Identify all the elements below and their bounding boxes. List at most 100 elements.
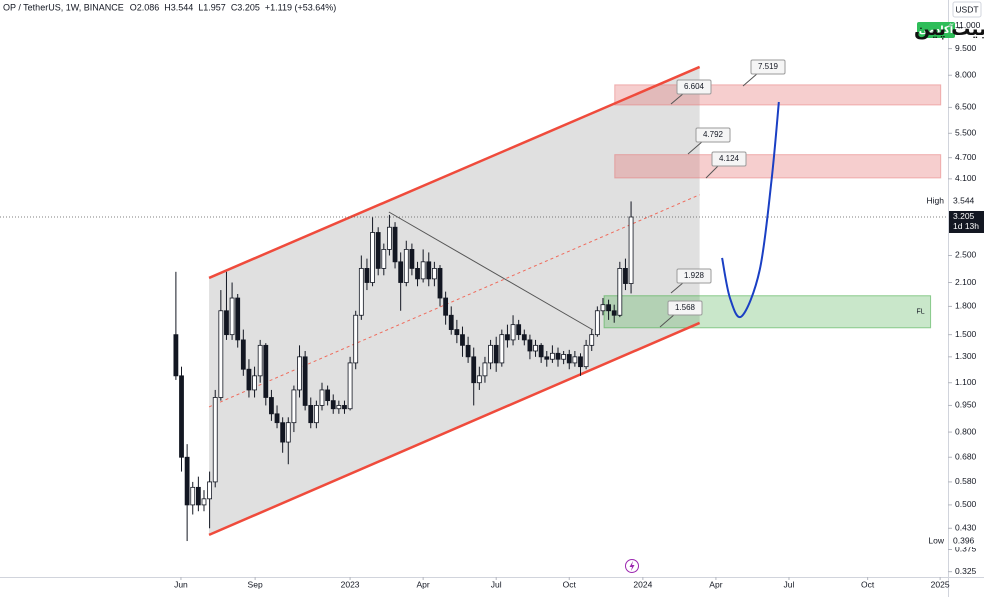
y-tick-label: 2.500 bbox=[955, 250, 977, 260]
y-tick-label: 4.700 bbox=[955, 152, 977, 162]
countdown: 1d 13h bbox=[953, 221, 979, 231]
y-tick-label: 0.680 bbox=[955, 452, 977, 462]
candle-body bbox=[611, 310, 617, 316]
trend-line bbox=[208, 321, 701, 537]
candle-body bbox=[387, 226, 392, 250]
candle-body bbox=[409, 249, 415, 269]
candle-body bbox=[426, 261, 432, 280]
x-tick-label: Jun bbox=[174, 579, 188, 589]
candle-body bbox=[358, 268, 364, 316]
y-tick-label: 11.000 bbox=[955, 20, 981, 30]
candle-body bbox=[572, 356, 578, 364]
candle-body bbox=[201, 498, 207, 506]
y-tick-label: 0.430 bbox=[955, 523, 977, 533]
candle-body bbox=[347, 362, 353, 410]
candle-body bbox=[555, 352, 561, 360]
zone bbox=[614, 154, 942, 179]
candle-body bbox=[398, 261, 404, 283]
candle-body bbox=[454, 329, 460, 336]
high-box bbox=[949, 195, 984, 208]
candle-body bbox=[302, 356, 308, 406]
candle-body bbox=[589, 334, 595, 346]
candle-body bbox=[297, 356, 302, 391]
candle-body bbox=[364, 268, 370, 283]
y-tick-label: 0.375 bbox=[955, 544, 977, 554]
x-tick-label: Sep bbox=[248, 579, 263, 589]
candle-body bbox=[561, 354, 567, 360]
callout-box bbox=[676, 79, 712, 95]
candle-body bbox=[606, 304, 611, 312]
ohlc-value: H3.544 bbox=[164, 2, 193, 12]
candle-body bbox=[291, 389, 297, 424]
candle-body bbox=[173, 334, 179, 377]
candle-body bbox=[319, 389, 325, 406]
candle-body bbox=[465, 344, 471, 358]
candle-body bbox=[403, 249, 409, 283]
plot-area: FL 7.519 6.604 4.792 4.124 1.928 1.568 bbox=[173, 59, 942, 542]
y-tick-label: 1.100 bbox=[955, 377, 977, 387]
callout-label: 6.604 bbox=[684, 82, 705, 91]
candle-body bbox=[381, 249, 387, 269]
candle-body bbox=[566, 354, 572, 364]
candle-body bbox=[308, 405, 314, 424]
trend-line bbox=[388, 211, 594, 331]
callout-label: 7.519 bbox=[758, 62, 779, 71]
candle-body bbox=[274, 413, 280, 424]
y-tick-label: 1.500 bbox=[955, 329, 977, 339]
candle-body bbox=[195, 486, 201, 506]
candle-body bbox=[285, 422, 291, 443]
callout-box bbox=[711, 151, 747, 167]
candle-body bbox=[505, 334, 510, 341]
candle-body bbox=[257, 344, 263, 377]
zone bbox=[614, 84, 942, 106]
candle-body bbox=[510, 324, 516, 341]
x-tick-label: Oct bbox=[563, 579, 577, 589]
ohlc-value: +1.119 (+53.64%) bbox=[265, 2, 336, 12]
x-tick-label: Apr bbox=[417, 579, 430, 589]
brand: آکادمی بیت پین bbox=[914, 19, 984, 40]
candle-body bbox=[280, 422, 286, 443]
candle-body bbox=[336, 405, 342, 410]
candle-body bbox=[392, 226, 398, 263]
replay-icon[interactable] bbox=[625, 559, 639, 573]
candle-body bbox=[443, 297, 449, 316]
ohlc-value: L1.957 bbox=[198, 2, 226, 12]
y-tick-label: 0.500 bbox=[955, 499, 977, 509]
candle-body bbox=[246, 368, 252, 391]
candle-body bbox=[313, 405, 319, 424]
candle-body bbox=[240, 339, 246, 370]
candle-body bbox=[229, 297, 235, 336]
candle-body bbox=[190, 486, 196, 506]
currency: USDT bbox=[952, 1, 982, 18]
candle-body bbox=[224, 310, 229, 336]
candle-body bbox=[516, 324, 522, 336]
candle-body bbox=[269, 397, 274, 415]
candle-body bbox=[420, 261, 426, 280]
y-tick-label: 0.325 bbox=[955, 566, 977, 576]
callout-label: 1.928 bbox=[684, 271, 705, 280]
low-box bbox=[949, 535, 984, 548]
candle-body bbox=[325, 389, 331, 402]
candle-body bbox=[521, 334, 527, 341]
candle-body bbox=[623, 268, 628, 284]
trend-line bbox=[208, 194, 700, 408]
callout-pointer bbox=[687, 140, 704, 155]
candle-body bbox=[179, 375, 184, 458]
candle-body bbox=[431, 268, 437, 280]
x-tick-label: Apr bbox=[709, 579, 722, 589]
trend-line bbox=[208, 65, 701, 280]
callout-label: 1.568 bbox=[675, 303, 696, 312]
currency-box bbox=[952, 1, 982, 18]
candle-body bbox=[600, 304, 606, 312]
candle-body bbox=[212, 397, 218, 483]
candle-body bbox=[235, 297, 241, 341]
zone-label: FL bbox=[916, 309, 924, 316]
y-tick-label: 4.100 bbox=[955, 173, 977, 183]
y-tick-label: 0.800 bbox=[955, 426, 977, 436]
brand-badge: آکادمی bbox=[919, 23, 954, 36]
candle-body bbox=[263, 344, 269, 398]
icon-bolt[interactable] bbox=[629, 561, 635, 571]
candle-body bbox=[533, 344, 538, 352]
